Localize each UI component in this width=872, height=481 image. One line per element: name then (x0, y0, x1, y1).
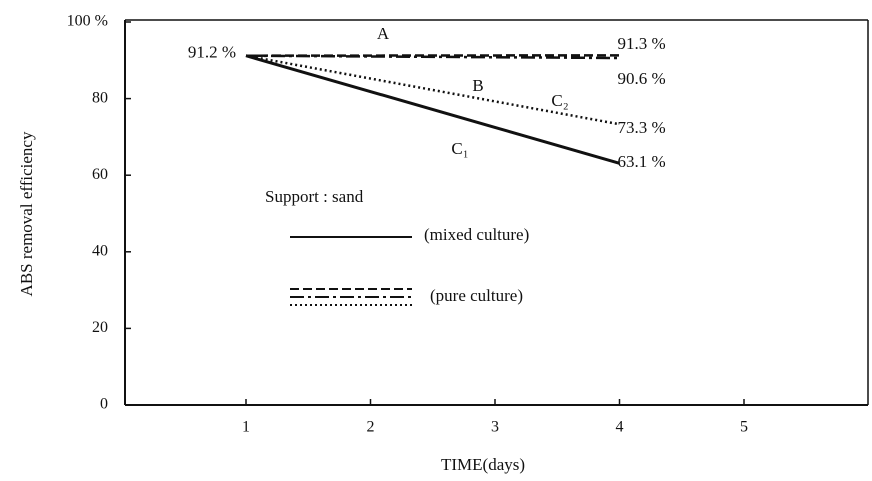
x-axis-label: TIME(days) (441, 455, 525, 474)
x-tick-label: 5 (740, 419, 748, 436)
y-tick-label: 0 (100, 396, 108, 413)
value-label: 90.6 % (618, 69, 666, 88)
series-line (245, 54, 620, 165)
series-line (245, 54, 620, 60)
y-axis-label: ABS removal efficiency (17, 131, 36, 296)
series-name: C₂ (551, 91, 568, 110)
legend-item: (mixed culture) (424, 225, 529, 244)
y-tick-label: 80 (92, 89, 108, 106)
value-label: 63.1 % (618, 152, 666, 171)
y-tick-label: 100 % (67, 13, 108, 30)
y-tick-label: 40 (92, 242, 108, 259)
value-label: 91.3 % (618, 34, 666, 53)
x-tick-label: 4 (616, 419, 624, 436)
series-name: B (472, 76, 483, 95)
value-label: 91.2 % (188, 43, 236, 62)
y-tick-label: 60 (92, 166, 108, 183)
x-tick-label: 2 (367, 419, 375, 436)
legend-item: (pure culture) (430, 286, 523, 305)
x-tick-label: 1 (242, 419, 250, 436)
series-name: A (377, 24, 390, 43)
series-name: C₁ (451, 139, 468, 158)
legend-title: Support : sand (265, 187, 364, 206)
x-tick-label: 3 (491, 419, 499, 436)
series-line (245, 54, 620, 126)
value-label: 73.3 % (618, 118, 666, 137)
y-tick-label: 20 (92, 319, 108, 336)
